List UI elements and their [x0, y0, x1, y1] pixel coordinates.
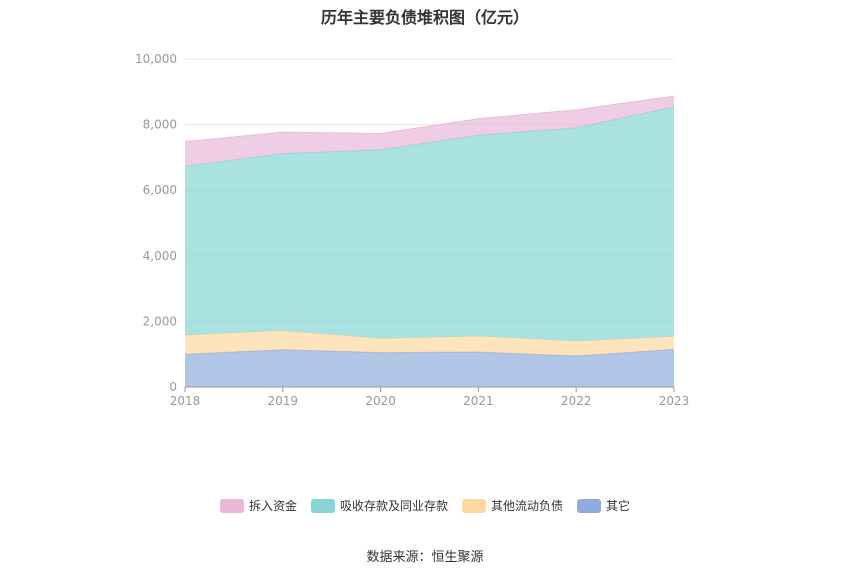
y-tick-label: 10,000: [135, 52, 177, 66]
x-tick-label: 2019: [268, 394, 299, 408]
legend-label: 拆入资金: [248, 499, 297, 513]
source-note: 数据来源：恒生聚源: [366, 550, 484, 565]
y-tick-label: 6,000: [143, 183, 177, 197]
legend-label: 吸收存款及同业存款: [339, 499, 448, 513]
series-areas: [184, 95, 675, 387]
legend-item[interactable]: 其他流动负债: [462, 497, 563, 514]
x-tick-label: 2023: [659, 394, 690, 408]
series-line-3: [184, 95, 675, 143]
legend-swatch: [462, 498, 486, 513]
axes: 0 2,000 4,000 6,000 8,000 10,000 2018 2019 2020 2…: [135, 52, 689, 408]
x-tick-label: 2022: [561, 394, 592, 408]
legend-item[interactable]: 拆入资金: [219, 497, 297, 514]
y-tick-label: 2,000: [143, 314, 177, 328]
legend-swatch: [310, 498, 335, 513]
legend-label: 其它: [606, 499, 631, 513]
legend-swatch: [219, 498, 244, 513]
legend-swatch: [577, 498, 602, 513]
legend-item[interactable]: 吸收存款及同业存款: [310, 497, 448, 514]
legend-item[interactable]: 其它: [577, 497, 630, 514]
y-tick-label: 0: [169, 380, 177, 394]
area-series-3: [185, 96, 674, 167]
x-tick-label: 2020: [365, 394, 396, 408]
x-tick-label: 2018: [170, 394, 201, 408]
legend: 拆入资金 吸收存款及同业存款 其他流动负债 其它: [0, 497, 850, 514]
area-series-0: [185, 349, 674, 387]
y-tick-label: 4,000: [143, 249, 177, 263]
area-series-1: [185, 330, 674, 356]
area-series-2: [185, 106, 674, 342]
chart-title: 历年主要负债堆积图（亿元）: [320, 8, 529, 27]
y-tick-label: 8,000: [143, 118, 177, 132]
x-tick-label: 2021: [463, 394, 494, 408]
legend-label: 其他流动负债: [491, 499, 564, 513]
